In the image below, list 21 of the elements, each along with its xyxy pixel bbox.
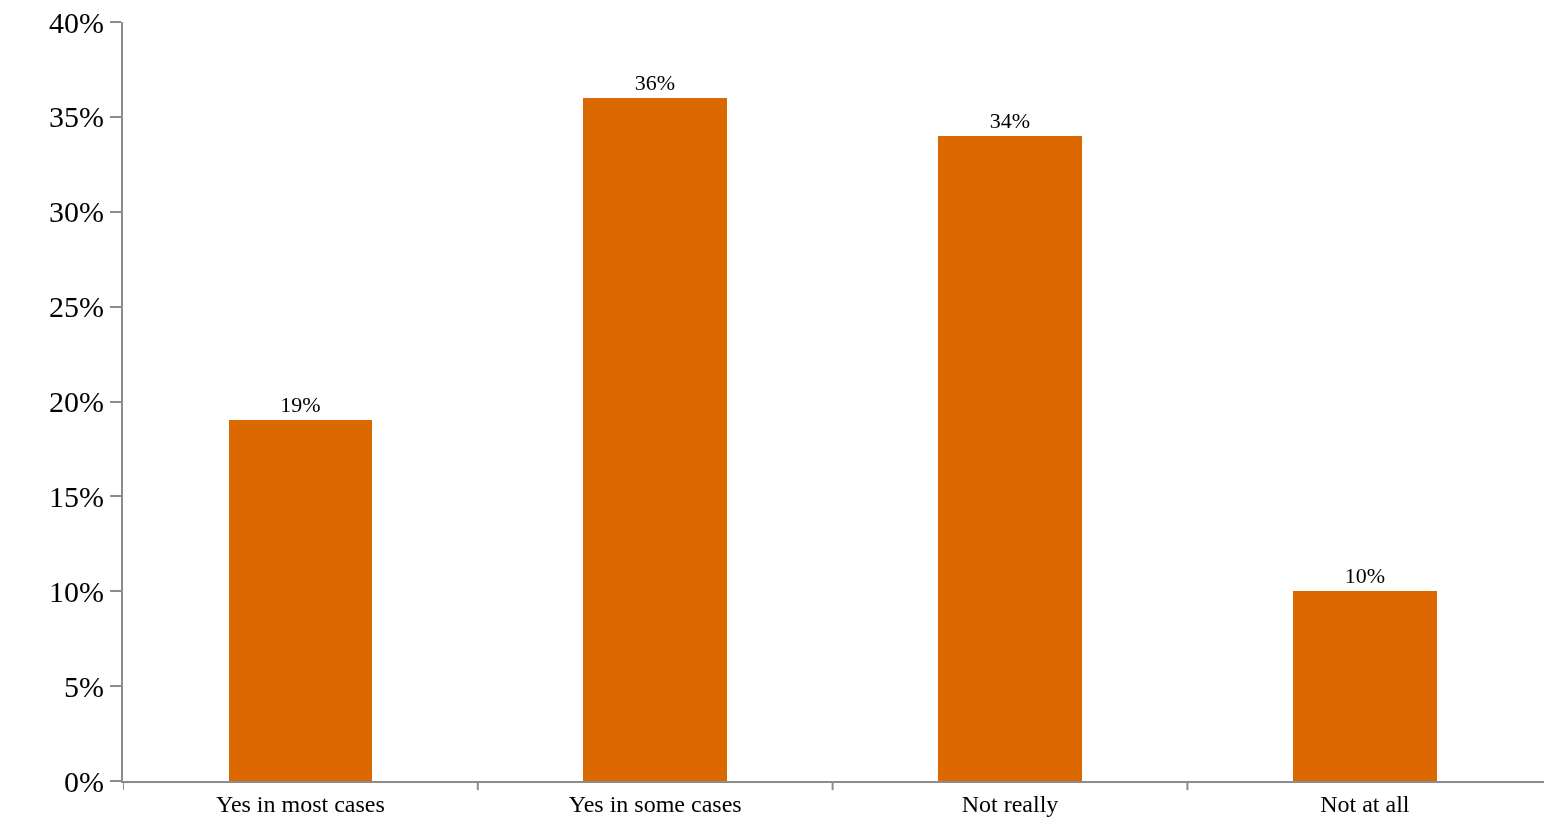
data-label: 34% (989, 108, 1031, 133)
y-tick-label: 10% (49, 574, 104, 608)
data-label: 10% (1344, 563, 1386, 588)
y-tick-label: 20% (49, 385, 104, 418)
bar (1293, 591, 1437, 781)
y-tick-label: 40% (49, 5, 104, 39)
x-tick-label: Yes in some cases (568, 790, 742, 817)
x-tick-label: Not really (961, 790, 1059, 817)
x-tick-label: Yes in most cases (215, 790, 385, 817)
y-tick-label: 25% (49, 290, 104, 324)
y-tick-label: 0% (64, 764, 104, 798)
x-tick-label: Not at all (1320, 790, 1410, 817)
bar (229, 420, 372, 781)
data-label: 19% (280, 392, 321, 417)
bar (938, 136, 1082, 781)
y-tick-label: 35% (49, 100, 104, 134)
data-label: 36% (634, 70, 676, 95)
y-tick-label: 5% (64, 669, 104, 703)
y-tick-label: 15% (49, 479, 104, 513)
y-tick-label: 30% (49, 195, 104, 229)
bar (583, 98, 727, 781)
